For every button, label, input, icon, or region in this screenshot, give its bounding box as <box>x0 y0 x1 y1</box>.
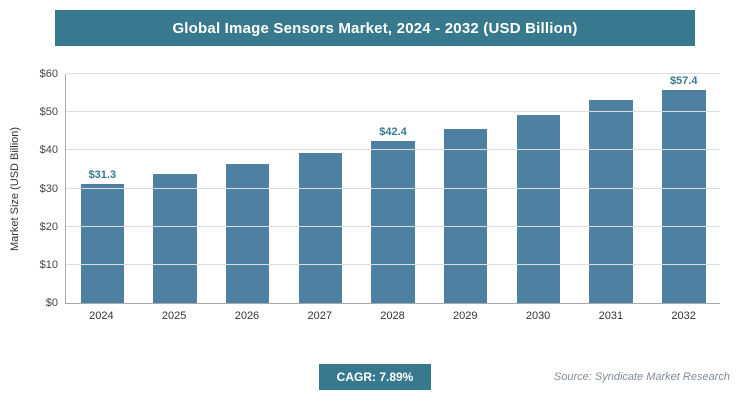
y-tick-label: $0 <box>45 297 58 309</box>
y-tick-label: $10 <box>39 258 58 271</box>
y-tick-label: $40 <box>39 144 58 157</box>
x-tick-label: 2028 <box>380 310 405 322</box>
bar-cell <box>502 74 575 303</box>
y-tick-label: $50 <box>39 106 58 119</box>
x-axis-labels: 2024 2025 2026 2027 2028 2029 2030 2031 2032 <box>65 310 720 322</box>
bar-2032 <box>661 89 706 303</box>
bar-2029 <box>443 128 488 303</box>
y-tick-label: $20 <box>39 220 58 233</box>
bar-cell: $57.4 <box>647 74 720 303</box>
bar-cell: $42.4 <box>357 74 430 303</box>
x-tick-label: 2032 <box>671 310 696 322</box>
gridline <box>66 187 720 189</box>
plot-area: $31.3 $42.4 $57.4 $0 $10 $20 $30 $40 $50 $60 <box>40 68 720 309</box>
bar-2028 <box>371 141 415 303</box>
bar-series: $31.3 $42.4 $57.4 <box>66 74 720 303</box>
bar-cell <box>139 74 212 303</box>
source-text: Source: Syndicate Market Research <box>553 371 730 383</box>
bar-cell <box>429 74 502 303</box>
x-tick-label: 2026 <box>234 310 260 322</box>
bar-value-label: $42.4 <box>379 126 407 139</box>
x-tick-label: 2024 <box>89 310 114 322</box>
x-tick-label: 2031 <box>598 310 624 322</box>
bar-2030 <box>516 114 561 303</box>
chart-title-bar: Global Image Sensors Market, 2024 - 2032… <box>55 10 695 46</box>
bar-2025 <box>153 174 197 303</box>
bar-2031 <box>589 99 633 303</box>
x-tick-label: 2027 <box>307 310 332 322</box>
cagr-badge: CAGR: 7.89% <box>319 364 431 390</box>
bar-cell: $31.3 <box>66 74 139 303</box>
chart-title: Global Image Sensors Market, 2024 - 2032… <box>172 19 578 37</box>
chart-container: Market Size (USD Billion) $31.3 $42.4 $57.… <box>9 68 720 309</box>
chart-footer: CAGR: 7.89% Source: Syndicate Market Res… <box>0 364 750 390</box>
bar-cell <box>211 74 284 303</box>
gridline <box>66 111 720 113</box>
x-tick-label: 2030 <box>525 310 551 322</box>
bar-2026 <box>225 164 270 303</box>
bar-2027 <box>298 153 343 303</box>
gridline <box>66 263 720 265</box>
bar-cell <box>575 74 648 303</box>
bar-2024 <box>80 183 125 303</box>
gridline <box>66 73 720 74</box>
bar-value-label: $57.4 <box>669 75 698 87</box>
y-tick-label: $60 <box>39 68 58 80</box>
bar-value-label: $31.3 <box>88 168 117 181</box>
bar-cell <box>284 74 357 303</box>
x-tick-label: 2029 <box>453 310 478 322</box>
gridline <box>66 225 720 227</box>
x-tick-label: 2025 <box>161 310 187 322</box>
y-axis-label: Market Size (USD Billion) <box>9 126 21 252</box>
y-tick-label: $30 <box>39 182 58 195</box>
gridline <box>66 149 720 151</box>
